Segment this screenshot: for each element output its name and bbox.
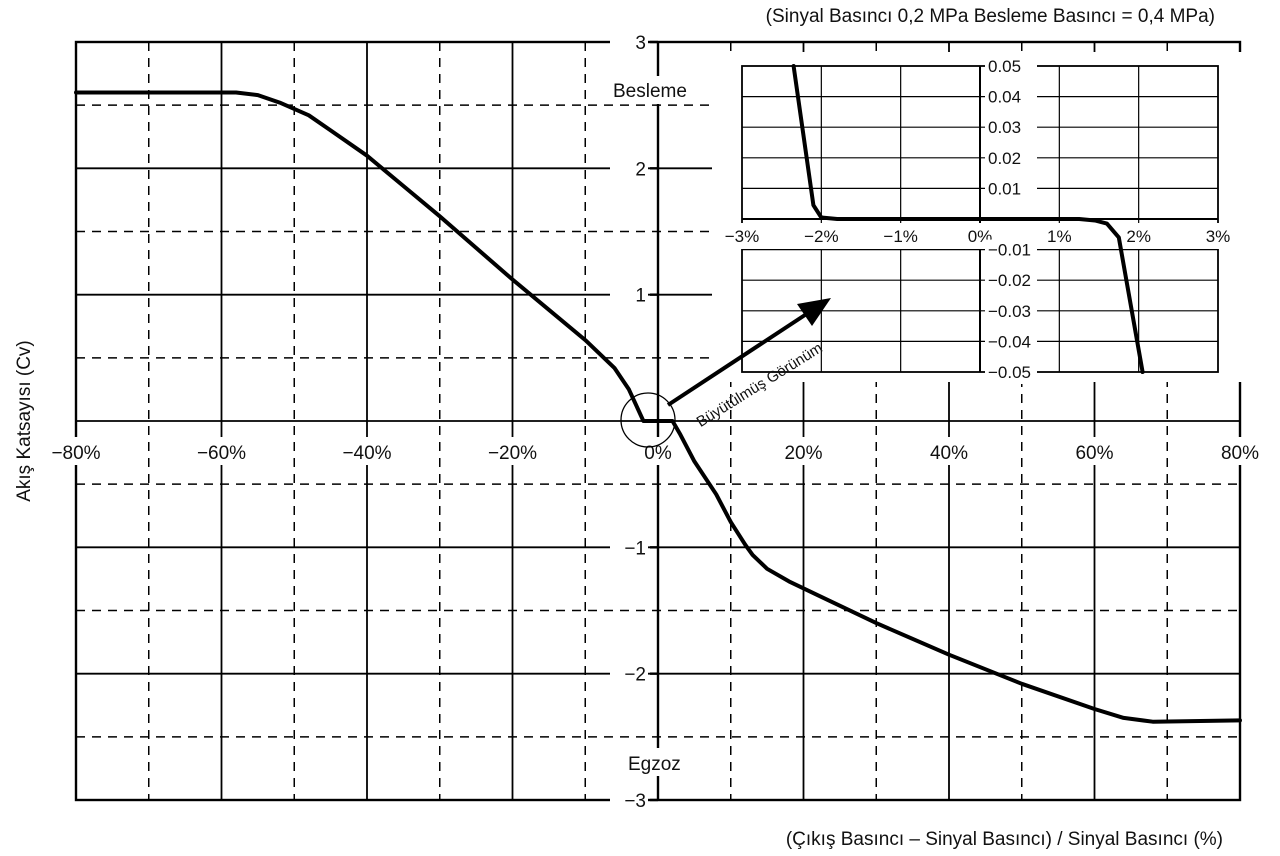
zoom-circle xyxy=(620,392,676,448)
inset-y-tick-label-bg xyxy=(985,178,1037,201)
inset-x-label-band xyxy=(730,223,1230,249)
inset-y-tick-label-bg xyxy=(985,86,1037,109)
label-bg-egzoz xyxy=(624,748,696,776)
y-tick-label-bg xyxy=(610,661,648,688)
y-tick-label: −3 xyxy=(624,791,646,812)
inset-y-tick-label: −0.04 xyxy=(988,332,1031,351)
x-tick-label-bg xyxy=(40,437,112,465)
inset-y-tick-label: −0.03 xyxy=(988,302,1031,321)
x-tick-label: 60% xyxy=(1075,443,1113,464)
x-tick-label: 40% xyxy=(930,443,968,464)
label-bg-besleme xyxy=(607,76,705,104)
x-tick-label-bg xyxy=(1204,437,1276,465)
x-tick-label-bg xyxy=(767,437,840,465)
inset-x-tick-label: 1% xyxy=(1047,227,1072,246)
x-tick-label-bg xyxy=(1058,437,1131,465)
y-tick-label: 3 xyxy=(635,33,646,54)
inset-x-tick-label: −3% xyxy=(725,227,760,246)
inset-series-line xyxy=(791,64,1145,374)
inset-x-tick-label: 3% xyxy=(1206,227,1231,246)
y-tick-label: −1 xyxy=(624,538,646,559)
y-tick-label-bg xyxy=(610,156,648,183)
x-tick-label-bg xyxy=(185,437,258,465)
x-tick-label: −60% xyxy=(197,443,246,464)
y-tick-label: 2 xyxy=(635,159,646,180)
y-tick-label-bg xyxy=(610,788,648,814)
inset-x-tick-label: −2% xyxy=(804,227,839,246)
exhaust-annotation: Egzoz xyxy=(628,754,681,775)
y-tick-label-bg xyxy=(610,282,648,309)
x-tick-label: 80% xyxy=(1221,443,1259,464)
inset-y-tick-label-bg xyxy=(985,56,1037,78)
x-tick-label: −80% xyxy=(51,443,100,464)
inset-y-tick-label: −0.02 xyxy=(988,271,1031,290)
inset-y-tick-label-bg xyxy=(985,117,1037,140)
inset-y-tick-label-bg xyxy=(985,147,1037,170)
x-tick-label-bg xyxy=(913,437,985,465)
inset-x-tick-label: 2% xyxy=(1126,227,1151,246)
supply-annotation: Besleme xyxy=(613,81,687,102)
inset-y-tick-label-bg xyxy=(985,300,1037,323)
inset-y-tick-label-bg xyxy=(985,331,1037,354)
inset-y-tick-label: 0.02 xyxy=(988,149,1021,168)
y-tick-label-bg xyxy=(610,535,648,562)
inset-y-tick-label: 0.03 xyxy=(988,118,1021,137)
inset-x-tick-labels: −3% −2% −1% 0% 1% 2% 3% xyxy=(725,223,1231,249)
x-tick-label: 20% xyxy=(784,443,822,464)
inset-x-tick-label: −1% xyxy=(883,227,918,246)
x-tick-label: −20% xyxy=(488,443,537,464)
inset-y-tick-label: 0.05 xyxy=(988,57,1021,76)
inset-y-tick-label-bg xyxy=(985,270,1037,293)
y-tick-labels: −3 −2 −1 1 2 3 xyxy=(610,30,648,814)
inset-y-tick-label: −0.01 xyxy=(988,241,1031,260)
y-tick-label: −2 xyxy=(624,665,646,686)
chart-title: (Sinyal Basıncı 0,2 MPa Besleme Basıncı … xyxy=(766,6,1215,27)
y-axis-label: Akış Katsayısı (Cv) xyxy=(14,340,35,502)
x-tick-label: −40% xyxy=(342,443,391,464)
y-tick-label-bg xyxy=(610,30,648,56)
x-axis-label: (Çıkış Basıncı – Sinyal Basıncı) / Sinya… xyxy=(786,829,1223,850)
x-tick-label-bg xyxy=(331,437,403,465)
zoom-arrow xyxy=(666,311,810,407)
series-line xyxy=(74,90,1242,724)
zoom-arrow-head xyxy=(797,298,831,326)
x-tick-label-bg xyxy=(476,437,549,465)
inset-y-tick-label: 0.04 xyxy=(988,88,1021,107)
inset-y-tick-label-bg xyxy=(985,362,1037,384)
inset-y-tick-label: 0.01 xyxy=(988,179,1021,198)
x-tick-labels: −80% −60% −40% −20% 0% 20% 40% 60% 80% xyxy=(40,437,1276,465)
inset-y-tick-labels: −0.05 −0.04 −0.03 −0.02 −0.01 0.01 0.02 0.03 0.0… xyxy=(985,56,1037,384)
inset-y-tick-label: −0.05 xyxy=(988,363,1031,382)
inset-y-tick-label-bg xyxy=(985,239,1037,262)
y-tick-label: 1 xyxy=(635,286,646,307)
x-tick-label: 0% xyxy=(644,443,672,464)
